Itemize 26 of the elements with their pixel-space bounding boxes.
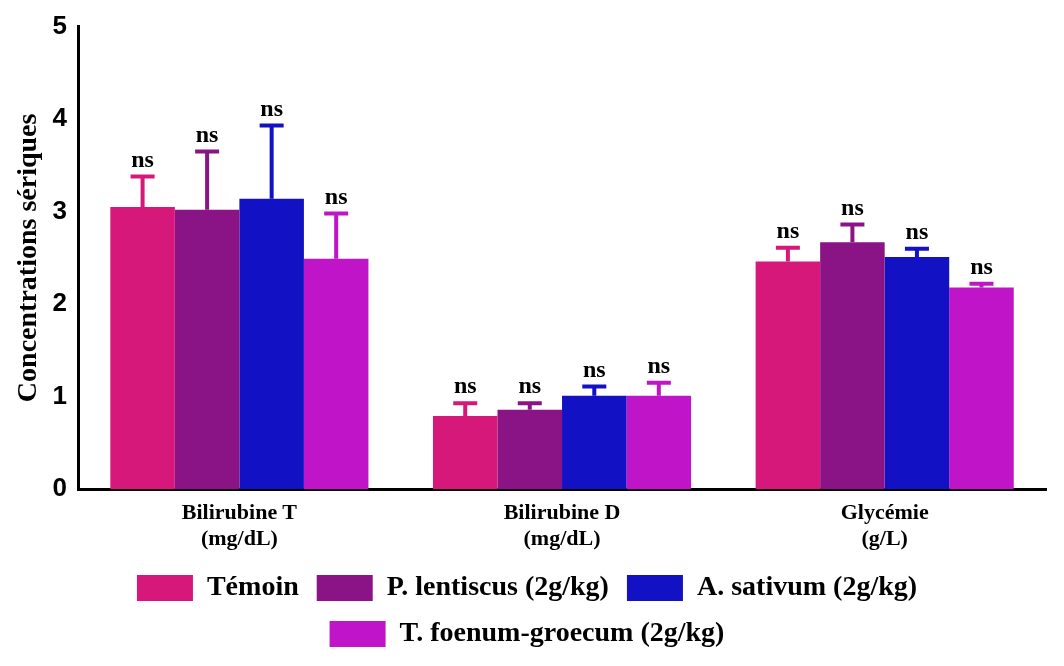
legend-label: P. lentiscus (2g/kg)	[386, 570, 609, 602]
annotation: ns	[324, 182, 348, 209]
annotation: ns	[841, 193, 864, 220]
x-tick-label: Bilirubine T (mg/dL)	[181, 499, 298, 551]
annotation: ns	[195, 120, 219, 147]
annotation: ns	[970, 253, 993, 280]
annotation: ns	[647, 352, 671, 379]
annotation: ns	[453, 372, 477, 399]
y-tick-label: 4	[52, 102, 68, 133]
annotation: ns	[260, 94, 283, 121]
annotation: ns	[131, 145, 154, 172]
y-axis-title: Concentrations sériques	[11, 113, 43, 403]
legend-label: Témoin	[206, 570, 300, 602]
annotation: ns	[582, 355, 606, 382]
legend-label: T. foenum-groecum (2g/kg)	[399, 616, 725, 648]
y-tick-label: 5	[52, 9, 68, 40]
y-tick-label: 0	[52, 472, 68, 503]
annotation: ns	[776, 216, 800, 243]
y-tick-label: 2	[52, 287, 68, 318]
y-tick-label: 1	[52, 379, 68, 410]
annotation: ns	[518, 372, 542, 399]
x-tick-label: Glycémie (g/L)	[840, 499, 929, 551]
y-tick-label: 3	[52, 194, 68, 225]
legend-label: A. sativum (2g/kg)	[696, 570, 918, 602]
x-tick-label: Bilirubine D (mg/dL)	[503, 499, 621, 551]
annotation: ns	[905, 217, 929, 244]
